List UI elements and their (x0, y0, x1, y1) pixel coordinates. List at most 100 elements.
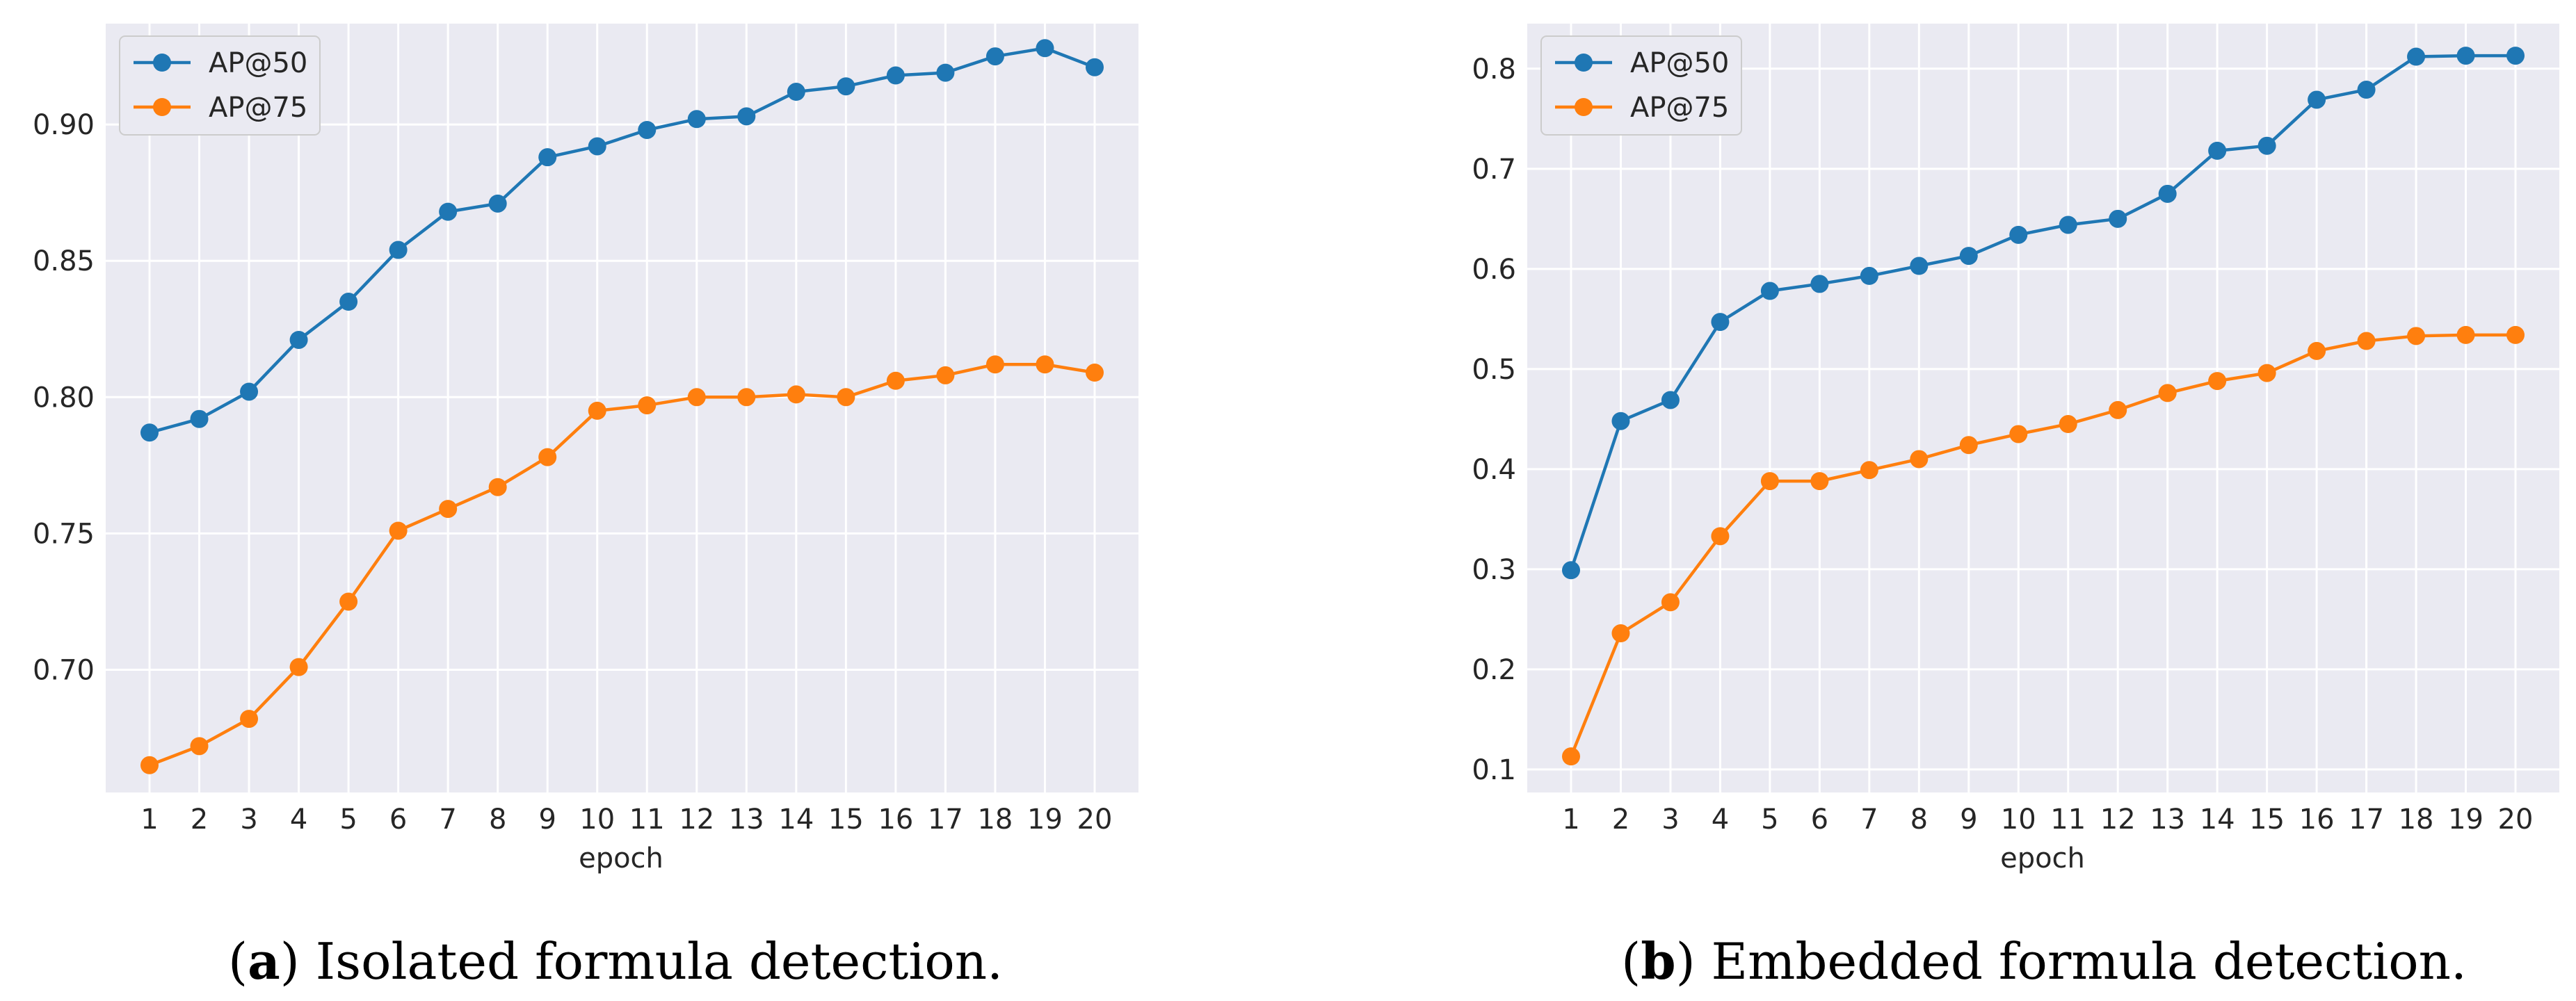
data-point (2407, 327, 2426, 345)
data-point (1910, 257, 1929, 275)
y-tick-label: 0.75 (33, 518, 95, 550)
data-point (2506, 325, 2525, 344)
data-point (1711, 527, 1730, 546)
data-point (2506, 47, 2525, 65)
data-point (2009, 225, 2028, 244)
data-point (886, 66, 905, 85)
data-point (2208, 141, 2227, 160)
data-point (737, 388, 756, 407)
data-point (588, 401, 606, 420)
data-point (140, 756, 159, 774)
data-point (886, 371, 905, 390)
legend-label: AP@75 (1630, 92, 1729, 124)
data-point (985, 355, 1004, 374)
x-tick-label: 9 (538, 804, 556, 836)
y-tick-label: 0.80 (33, 382, 95, 414)
data-point (1661, 593, 1680, 612)
data-point (1959, 247, 1978, 266)
data-point (1562, 747, 1580, 766)
data-point (439, 202, 458, 221)
data-point (837, 388, 855, 407)
y-tick-label: 0.6 (1472, 254, 1516, 286)
data-point (190, 409, 209, 428)
x-axis-label: epoch (579, 843, 663, 874)
data-point (538, 148, 557, 167)
caption-paren-close: ) (280, 932, 300, 991)
data-point (1860, 266, 1878, 285)
x-tick-label: 19 (1027, 804, 1063, 836)
series-AP@75 (140, 355, 1104, 774)
caption-text: Isolated formula detection. (300, 932, 1003, 991)
data-point (588, 137, 606, 156)
x-tick-label: 6 (1811, 804, 1828, 836)
data-point (1086, 364, 1104, 382)
y-tick-label: 0.3 (1472, 554, 1516, 586)
y-tick-label: 0.5 (1472, 354, 1516, 386)
data-point (1661, 391, 1680, 409)
data-point (1086, 58, 1104, 76)
data-point (687, 388, 706, 407)
data-point (2059, 215, 2077, 234)
x-tick-label: 2 (191, 804, 208, 836)
series-AP@50 (1562, 47, 2525, 580)
y-tick-label: 0.8 (1472, 54, 1516, 86)
data-point (2158, 184, 2177, 203)
x-tick-label: 6 (389, 804, 407, 836)
chart-panel-2: 1 2 3 4 5 6 7 8 9 10 11 12 13 14 15 16 17 18 19 200.10.20.3… (1472, 24, 2559, 991)
legend-swatch-marker (1575, 98, 1593, 116)
x-tick-label: 4 (1712, 804, 1729, 836)
x-axis: 1 2 3 4 5 6 7 8 9 10 11 12 13 14 15 16 17 18 19 20 (140, 24, 1112, 836)
x-tick-label: 18 (2399, 804, 2434, 836)
x-tick-label: 14 (778, 804, 814, 836)
x-tick-label: 18 (977, 804, 1013, 836)
data-point (1860, 461, 1878, 480)
x-tick-label: 20 (2498, 804, 2534, 836)
data-point (1959, 436, 1978, 455)
data-point (936, 63, 955, 82)
data-point (1036, 355, 1054, 374)
caption-text: Embedded formula detection. (1696, 932, 2467, 991)
x-tick-label: 17 (2349, 804, 2384, 836)
caption-letter: a (248, 931, 280, 991)
data-point (2059, 415, 2077, 434)
x-tick-label: 5 (1761, 804, 1778, 836)
data-point (190, 737, 209, 756)
data-point (2308, 90, 2326, 109)
y-axis: 0.1 0.2 0.3 0.4 0.5 0.6 0.7 0.8 (1472, 54, 2559, 786)
data-point (638, 120, 657, 139)
legend-swatch-marker (153, 98, 171, 116)
data-point (1611, 624, 1630, 643)
data-point (2208, 372, 2227, 391)
x-tick-label: 14 (2200, 804, 2235, 836)
series-AP@75 (1562, 325, 2525, 766)
x-tick-label: 10 (579, 804, 615, 836)
data-point (538, 448, 557, 466)
legend-label: AP@50 (1630, 47, 1729, 79)
data-point (289, 658, 308, 676)
caption-paren-open: ( (228, 932, 248, 991)
x-tick-label: 7 (1860, 804, 1878, 836)
data-point (787, 83, 805, 101)
data-point (2357, 332, 2376, 350)
x-tick-label: 15 (2249, 804, 2285, 836)
data-point (2158, 384, 2177, 402)
data-point (2257, 364, 2276, 382)
data-point (2109, 400, 2127, 419)
x-tick-label: 9 (1960, 804, 1977, 836)
data-point (389, 521, 408, 540)
data-point (2357, 81, 2376, 99)
series-AP@50 (140, 39, 1104, 442)
data-point (1910, 450, 1929, 469)
x-tick-label: 12 (2100, 804, 2136, 836)
x-tick-label: 4 (290, 804, 307, 836)
data-point (2109, 209, 2127, 228)
chart-panel-1: 1 2 3 4 5 6 7 8 9 10 11 12 13 14 15 16 17 18 19 200.700.750… (33, 24, 1138, 991)
x-tick-label: 11 (629, 804, 665, 836)
legend-label: AP@75 (209, 92, 307, 124)
data-point (737, 107, 756, 126)
data-point (1810, 472, 1829, 491)
y-tick-label: 0.70 (33, 655, 95, 687)
data-point (1711, 313, 1730, 332)
data-point (488, 194, 507, 213)
x-axis: 1 2 3 4 5 6 7 8 9 10 11 12 13 14 15 16 17 18 19 20 (1562, 24, 2533, 836)
